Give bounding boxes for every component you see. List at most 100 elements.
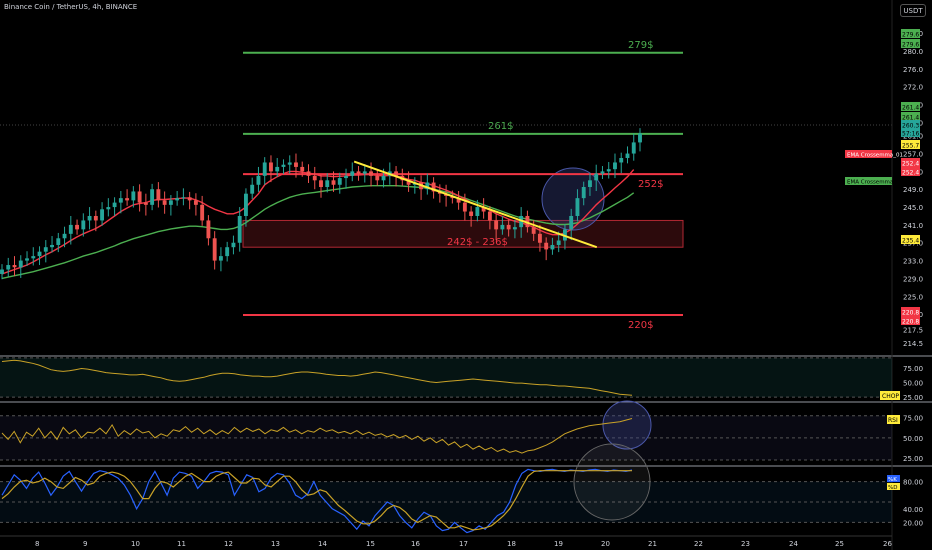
chop-line	[1, 359, 633, 396]
candle-body	[606, 169, 611, 172]
candle-body	[43, 247, 48, 252]
candle-body	[0, 269, 4, 274]
candle-body	[81, 220, 86, 230]
candle-body	[68, 224, 73, 234]
rsi-tick-label: 75.00	[903, 415, 923, 423]
candle-body	[469, 211, 474, 216]
candle-body	[475, 207, 480, 216]
y-tick-label: 280.0	[903, 48, 923, 56]
x-tick-label: 16	[411, 540, 420, 548]
price-tag	[901, 120, 920, 129]
candle-body	[300, 166, 305, 172]
y-tick-label: 276.0	[903, 66, 923, 74]
x-tick-label: 22	[694, 540, 703, 548]
price-tag	[901, 39, 920, 48]
candle-body	[487, 211, 492, 221]
price-tag-label: 235.4	[902, 238, 919, 245]
candle-body	[619, 158, 624, 163]
chop-band	[0, 357, 892, 398]
candle-body	[406, 180, 411, 185]
candle-body	[319, 180, 323, 187]
candle-body	[18, 260, 23, 268]
y-tick-label: 257.0	[903, 151, 923, 159]
price-tag-label: 220.8	[902, 310, 919, 317]
price-tag-label: 279.6	[902, 32, 919, 39]
candle-body	[37, 251, 42, 257]
candle-body	[381, 175, 386, 181]
price-tag	[901, 29, 920, 38]
stoch-circle	[573, 443, 651, 521]
x-tick-label: 19	[554, 540, 563, 548]
ema-label-box	[845, 150, 892, 158]
candle-body	[25, 258, 29, 261]
candle-body	[512, 227, 517, 230]
price-tag-label: 252.4	[902, 161, 919, 168]
candle-body	[613, 162, 617, 170]
candle-body	[331, 180, 336, 185]
candle-body	[631, 142, 636, 154]
candle-body	[369, 171, 373, 176]
x-tick-label: 14	[318, 540, 327, 548]
candle-body	[237, 215, 242, 243]
candle-body	[12, 265, 17, 268]
candle-body	[168, 200, 173, 205]
rsi-circle	[602, 400, 652, 450]
rsi-line	[1, 418, 633, 454]
candle-body	[556, 240, 561, 245]
y-tick-label: 241.0	[903, 222, 923, 230]
candle-body	[143, 202, 148, 205]
candle-body	[425, 182, 430, 190]
chop-tag-label: CHOP	[882, 393, 899, 400]
currency-button[interactable]: USDT	[900, 4, 926, 17]
candle-body	[287, 162, 292, 165]
price-tag-label: 261.4	[902, 115, 919, 122]
y-tick-label: 225.0	[903, 293, 923, 301]
candle-body	[181, 197, 186, 199]
y-tick-label: 245.0	[903, 204, 923, 212]
candle-body	[312, 175, 317, 181]
price-tag	[901, 128, 920, 137]
candle-body	[544, 242, 549, 250]
candle-body	[362, 171, 367, 174]
x-tick-label: 24	[789, 540, 798, 548]
candle-body	[206, 220, 211, 239]
candle-body	[162, 200, 167, 205]
candle-body	[31, 256, 36, 259]
price-tag	[901, 102, 920, 111]
candle-body	[638, 133, 642, 143]
candle-body	[344, 175, 348, 179]
stoch-d-tag	[887, 483, 900, 490]
candle-body	[569, 215, 574, 230]
x-tick-label: 15	[366, 540, 375, 548]
zone-label: 242$ - 236$	[447, 237, 508, 248]
candle-body	[187, 197, 192, 201]
candle-body	[581, 187, 586, 199]
stoch-tick-label: 20.00	[903, 519, 923, 527]
chop-tag	[880, 391, 900, 400]
candle-body	[525, 215, 530, 228]
x-tick-label: 13	[271, 540, 280, 548]
candle-body	[294, 162, 298, 167]
price-tag	[901, 112, 920, 121]
level-label: 279$	[628, 40, 653, 51]
chop-tick-label: 25.00	[903, 394, 923, 402]
price-tag	[901, 316, 920, 325]
candle-body	[218, 256, 223, 261]
candle-body	[262, 162, 267, 176]
price-tag-label: 255.7	[902, 143, 919, 150]
candle-body	[431, 182, 436, 192]
y-tick-label: 229.0	[903, 275, 923, 283]
candle-body	[100, 209, 105, 221]
candle-body	[256, 175, 261, 185]
ema-fast-label: EMA Crossemma_01	[847, 153, 903, 159]
candle-body	[75, 224, 79, 230]
y-tick-label: 249.0	[903, 186, 923, 194]
candle-body	[193, 200, 198, 205]
x-tick-label: 20	[601, 540, 610, 548]
candle-body	[306, 171, 311, 176]
ema-slow-label: EMA Crossemma_02	[847, 180, 903, 186]
x-tick-label: 17	[459, 540, 468, 548]
stoch-k-tag-label: %K	[888, 477, 897, 483]
candle-body	[231, 242, 236, 248]
